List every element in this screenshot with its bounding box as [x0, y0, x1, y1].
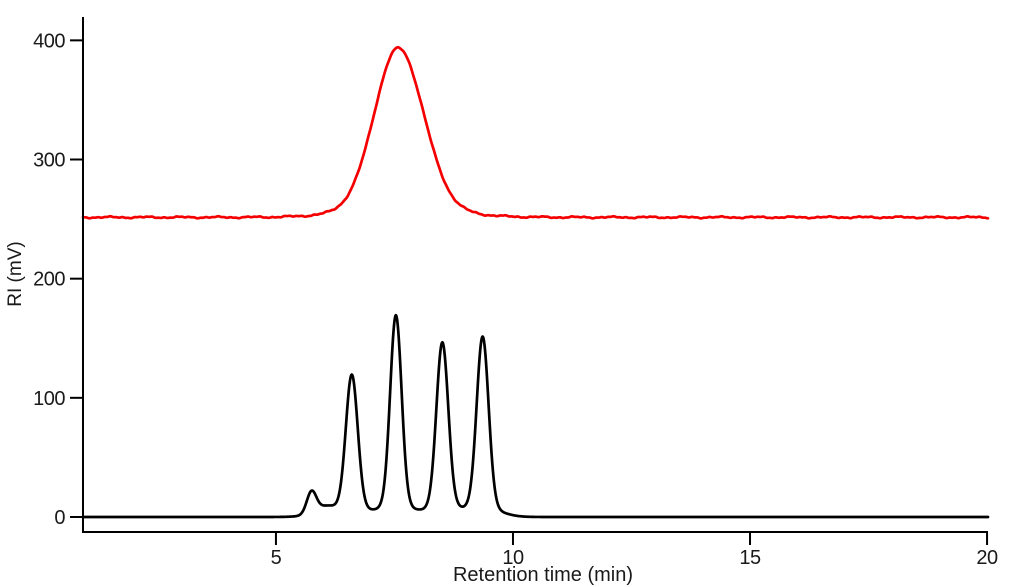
y-axis-label: RI (mV): [5, 241, 26, 306]
y-axis-ticks: 0 100 200 300 400: [33, 30, 83, 529]
y-tick-label: 400: [33, 30, 65, 52]
traces: [81, 45, 990, 519]
y-tick-label: 300: [33, 150, 65, 172]
red-trace: [81, 45, 990, 220]
y-tick-label: 100: [33, 388, 65, 410]
y-tick-label: 200: [33, 269, 65, 291]
black-trace: [81, 313, 990, 519]
x-tick-label: 10: [502, 547, 524, 569]
x-tick-label: 5: [271, 547, 282, 569]
x-axis-label: Retention time (min): [453, 564, 633, 586]
x-axis-ticks: 5 10 15 20: [271, 532, 999, 569]
x-tick-label: 20: [976, 547, 998, 569]
y-tick-label: 0: [54, 507, 65, 529]
x-tick-label: 15: [739, 547, 761, 569]
